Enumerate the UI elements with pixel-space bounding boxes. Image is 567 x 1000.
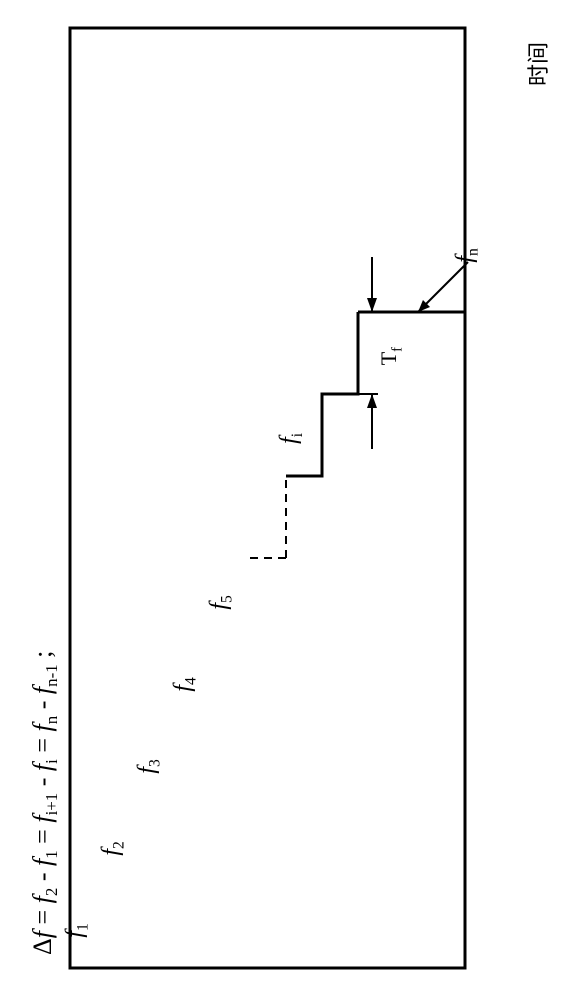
step-label-5: f5 bbox=[206, 595, 237, 609]
equation: Δf = f2 - f1 = fi+1 - fi = fn - fn-1 ; bbox=[28, 651, 62, 955]
step-label-3: f3 bbox=[134, 759, 165, 773]
axis-label-time: 时间 bbox=[521, 42, 553, 86]
step-label-1: f1 bbox=[62, 923, 93, 937]
step-label-n: fn bbox=[452, 248, 483, 262]
tf-label: Tf bbox=[376, 347, 406, 365]
step-label-2: f2 bbox=[98, 841, 129, 855]
step-label-i: fi bbox=[276, 433, 307, 444]
diagram-canvas: { "diagram": { "type": "step-waveform", … bbox=[0, 0, 567, 1000]
step-label-4: f4 bbox=[170, 677, 201, 691]
diagram-svg bbox=[0, 0, 567, 1000]
